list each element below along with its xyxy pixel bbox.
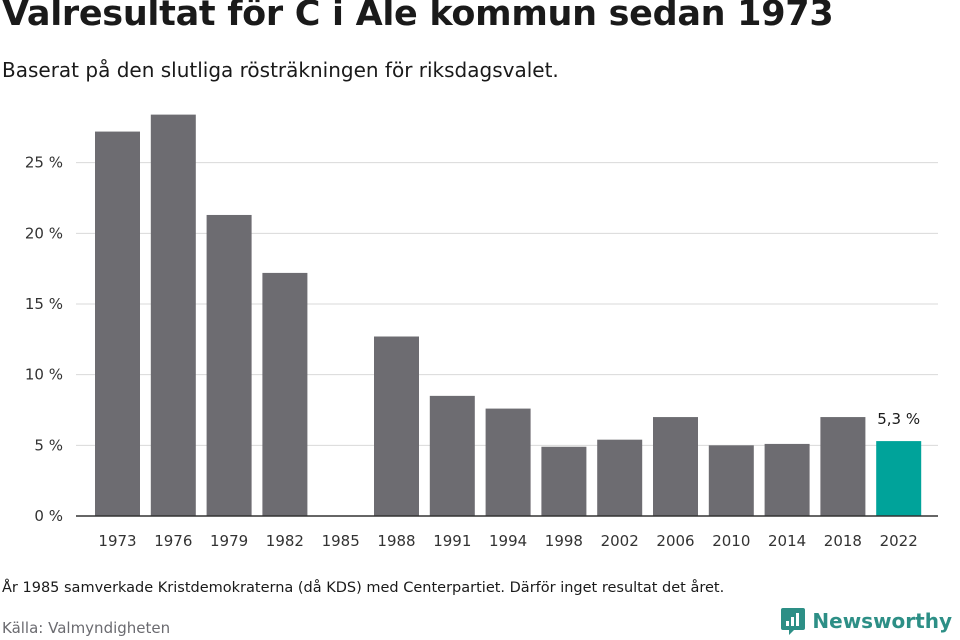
bar-2002	[597, 439, 643, 516]
newsworthy-logo-icon	[781, 608, 806, 635]
bar-1982	[262, 272, 308, 516]
bar-chart: 0 %5 %10 %15 %20 %25 % 1973 1976 1979 1982 1…	[25, 114, 938, 550]
x-tick-label: 2018	[824, 532, 862, 550]
brand-name: Newsworthy	[812, 609, 952, 633]
x-axis-ticks: 1973 1976 1979 1982 1985 1988 1991 1994 1998 2002…	[98, 532, 917, 550]
bar-1976	[150, 114, 196, 516]
footnote: År 1985 samverkade Kristdemokraterna (då…	[2, 580, 725, 596]
bar-2006	[653, 417, 698, 516]
bar-1988	[374, 336, 419, 516]
y-tick-label: 20 %	[25, 224, 63, 242]
x-tick-label: 1994	[489, 532, 527, 550]
x-tick-label: 1985	[322, 532, 360, 550]
y-axis-ticks: 0 % 5 % 10 % 15 % 20 % 25 %	[25, 154, 63, 525]
bar-1979	[206, 214, 252, 516]
x-tick-label: 2006	[656, 532, 694, 550]
x-tick-label: 1991	[433, 532, 471, 550]
bar-2014	[764, 443, 810, 516]
x-tick-label: 1973	[98, 532, 136, 550]
x-tick-label: 1982	[266, 532, 304, 550]
data-label-2022: 5,3 %	[877, 410, 920, 428]
bars	[95, 114, 922, 516]
source-note: Källa: Valmyndigheten	[2, 619, 171, 637]
bar-1973	[95, 131, 140, 516]
bar-1991	[429, 395, 475, 516]
y-tick-label: 0 %	[34, 507, 63, 525]
y-tick-label: 10 %	[25, 366, 63, 384]
data-labels: 5,3 %	[877, 410, 920, 428]
bar-1994	[485, 408, 531, 516]
x-tick-label: 1979	[210, 532, 248, 550]
chart-subtitle: Baserat på den slutliga rösträkningen fö…	[2, 58, 559, 82]
x-tick-label: 2002	[601, 532, 639, 550]
bar-2022	[876, 441, 922, 516]
y-tick-label: 25 %	[25, 154, 63, 172]
y-tick-label: 5 %	[34, 436, 63, 454]
bar-2018	[820, 417, 866, 516]
chart-title: Valresultat för C i Ale kommun sedan 197…	[2, 0, 834, 34]
x-tick-label: 2010	[712, 532, 750, 550]
brand-logo: Newsworthy	[780, 606, 952, 636]
bar-1998	[541, 446, 587, 516]
gridlines	[76, 162, 938, 446]
x-tick-label: 1988	[377, 532, 415, 550]
x-tick-label: 1998	[545, 532, 583, 550]
x-tick-label: 1976	[154, 532, 192, 550]
y-tick-label: 15 %	[25, 295, 63, 313]
x-tick-label: 2022	[880, 532, 918, 550]
x-tick-label: 2014	[768, 532, 806, 550]
bar-2010	[708, 445, 754, 516]
